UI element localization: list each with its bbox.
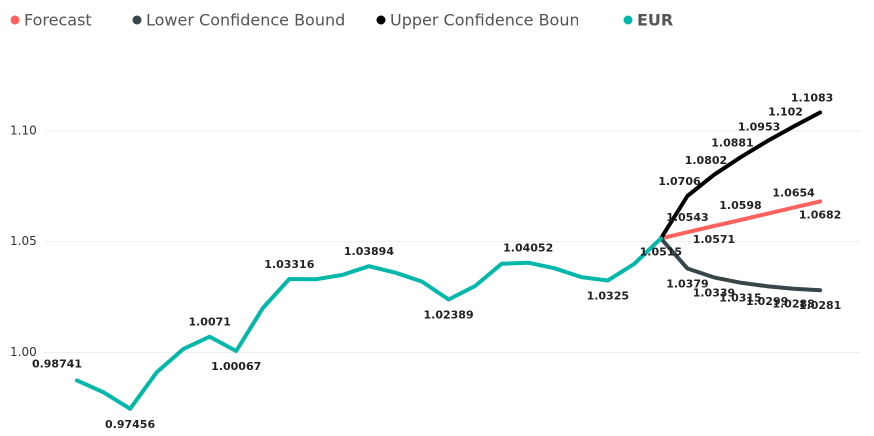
legend-label: Lower Confidence Bound — [146, 11, 345, 30]
legend-label: EUR — [637, 11, 673, 30]
legend-marker — [623, 15, 633, 25]
data-label: 1.0325 — [587, 289, 629, 302]
data-label: 1.0071 — [188, 316, 230, 329]
data-label: 1.1083 — [791, 92, 833, 105]
data-label: 1.0706 — [658, 175, 701, 188]
data-label: 0.98741 — [32, 357, 82, 370]
data-label: 1.0288 — [772, 298, 814, 311]
data-label: 0.97456 — [105, 418, 155, 431]
data-label: 1.0379 — [666, 277, 708, 290]
series-line — [658, 110, 823, 241]
data-label: 1.0281 — [799, 299, 841, 312]
data-label: 1.0682 — [799, 208, 841, 221]
data-label: 1.04052 — [503, 242, 553, 255]
data-label: 1.0299 — [746, 295, 788, 308]
legend-marker — [132, 15, 142, 25]
data-label: 1.0881 — [711, 136, 753, 149]
data-label: 1.0802 — [685, 154, 727, 167]
y-tick-label: 1.05 — [10, 234, 37, 248]
data-label: 1.0339 — [693, 286, 735, 299]
data-label: 1.0315 — [719, 292, 761, 305]
data-label: 1.03894 — [344, 245, 394, 258]
y-tick-label: 1.00 — [10, 345, 37, 359]
data-label: 1.02389 — [424, 309, 474, 322]
series-line — [75, 236, 663, 411]
data-label: 1.00067 — [211, 360, 261, 373]
series-line — [658, 199, 823, 241]
legend-label: Upper Confidence Bound — [390, 11, 590, 30]
data-label: 1.0515 — [640, 245, 682, 258]
data-label: 1.03316 — [264, 258, 314, 271]
data-label: 1.102 — [768, 105, 803, 118]
data-label: 1.0654 — [772, 187, 815, 200]
y-tick-label: 1.10 — [10, 123, 37, 137]
legend-label: Forecast — [24, 11, 92, 30]
legend-marker — [10, 15, 20, 25]
series-line — [658, 236, 823, 293]
data-label: 1.0571 — [693, 233, 735, 246]
data-label: 1.0543 — [666, 211, 708, 224]
data-label: 1.0953 — [738, 120, 780, 133]
data-label: 1.0598 — [719, 199, 761, 212]
legend-marker — [376, 15, 386, 25]
